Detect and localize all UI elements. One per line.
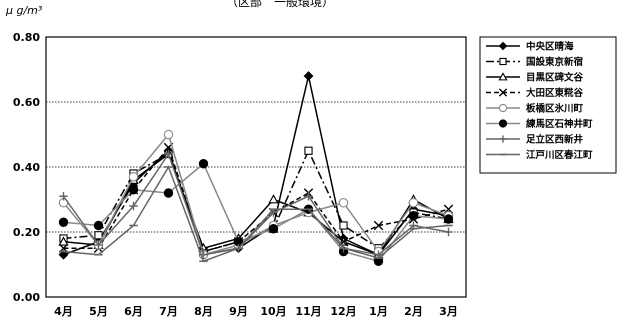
legend-item: 板橋区氷川町	[486, 103, 584, 115]
y-axis-ticks: 0.00 0.20 0.40 0.60 0.80	[13, 31, 40, 304]
series-line	[63, 75, 449, 256]
y-tick-label: 0.80	[13, 31, 40, 44]
series-line	[63, 162, 449, 263]
data-point	[498, 103, 508, 113]
data-point	[58, 249, 69, 260]
y-tick-label: 0.20	[13, 226, 40, 239]
data-point	[498, 88, 508, 97]
legend-label: 練馬区石神井町	[526, 118, 593, 130]
x-tick-label: 2月	[404, 305, 423, 318]
legend-label: 国設東京新宿	[526, 56, 584, 68]
grid-lines	[46, 101, 466, 233]
data-point	[164, 149, 173, 159]
data-point	[408, 198, 419, 208]
data-point	[59, 192, 68, 201]
y-tick-label: 0.60	[13, 96, 40, 109]
series-line	[63, 145, 449, 253]
data-point	[303, 71, 314, 81]
series-group	[58, 71, 454, 266]
legend-item: 足立区西新井	[486, 134, 584, 146]
data-point	[93, 220, 104, 231]
legend-label: 目黒区碑文谷	[526, 72, 584, 84]
x-axis-ticks: 4月 5月 6月 7月 8月 9月 10月 11月 12月 1月 2月 3月	[54, 305, 458, 318]
y-tick-label: 0.40	[13, 161, 40, 174]
data-point	[94, 231, 103, 240]
legend-item: 練馬区石神井町	[486, 118, 593, 130]
legend-item: 中央区晴海	[486, 41, 574, 53]
chart-title-partial: （区部 一般環境）	[226, 0, 334, 9]
data-point	[498, 119, 508, 128]
x-tick-label: 9月	[229, 305, 248, 318]
y-tick-label: 0.00	[13, 291, 40, 304]
legend-label: 板橋区氷川町	[526, 103, 584, 115]
data-point	[128, 185, 139, 195]
legend-item: 国設東京新宿	[486, 56, 584, 68]
plot-area-frame	[45, 36, 467, 298]
legend-item: 江戸川区春江町	[486, 149, 593, 161]
data-point	[129, 201, 138, 211]
data-point	[163, 188, 174, 198]
legend-label: 中央区晴海	[526, 41, 574, 53]
data-point	[268, 224, 279, 234]
data-point	[304, 146, 313, 155]
legend-label: 江戸川区春江町	[526, 149, 593, 161]
x-tick-label: 7月	[159, 305, 178, 318]
y-axis-unit: μ g/m³	[5, 4, 43, 17]
data-point	[268, 194, 279, 204]
data-point	[499, 57, 507, 66]
data-point	[304, 192, 313, 201]
x-tick-label: 3月	[439, 305, 458, 318]
series-5	[58, 129, 454, 260]
data-point	[94, 240, 103, 250]
data-point	[499, 135, 507, 143]
data-point	[373, 220, 384, 231]
series-line	[63, 152, 449, 256]
legend-label: 足立区西新井	[526, 134, 584, 146]
data-point	[338, 198, 349, 208]
x-tick-label: 12月	[330, 305, 356, 318]
x-tick-label: 6月	[124, 305, 143, 318]
data-point	[163, 129, 174, 140]
data-point	[498, 72, 508, 81]
legend-label: 大田区東糀谷	[526, 87, 584, 99]
series-6	[58, 159, 454, 266]
data-point	[339, 221, 348, 230]
series-line	[62, 152, 449, 256]
data-point	[408, 211, 419, 221]
x-tick-label: 11月	[295, 305, 321, 318]
legend-item: 大田区東糀谷	[486, 87, 584, 99]
legend: 中央区晴海国設東京新宿目黒区碑文谷大田区東糀谷板橋区氷川町練馬区石神井町足立区西…	[479, 36, 617, 174]
data-point	[198, 159, 209, 169]
data-point	[444, 227, 453, 237]
series-line	[63, 165, 449, 263]
data-point	[58, 236, 69, 246]
data-point	[443, 214, 454, 224]
x-tick-label: 4月	[54, 305, 73, 318]
series-8	[59, 165, 453, 263]
x-tick-label: 5月	[89, 305, 108, 318]
data-point	[58, 217, 69, 227]
x-tick-label: 8月	[194, 305, 213, 318]
series-2	[59, 146, 453, 256]
data-point	[128, 172, 139, 182]
x-tick-label: 10月	[260, 305, 286, 318]
legend-item: 目黒区碑文谷	[486, 72, 584, 84]
data-point	[498, 41, 508, 51]
x-tick-label: 1月	[369, 305, 388, 318]
